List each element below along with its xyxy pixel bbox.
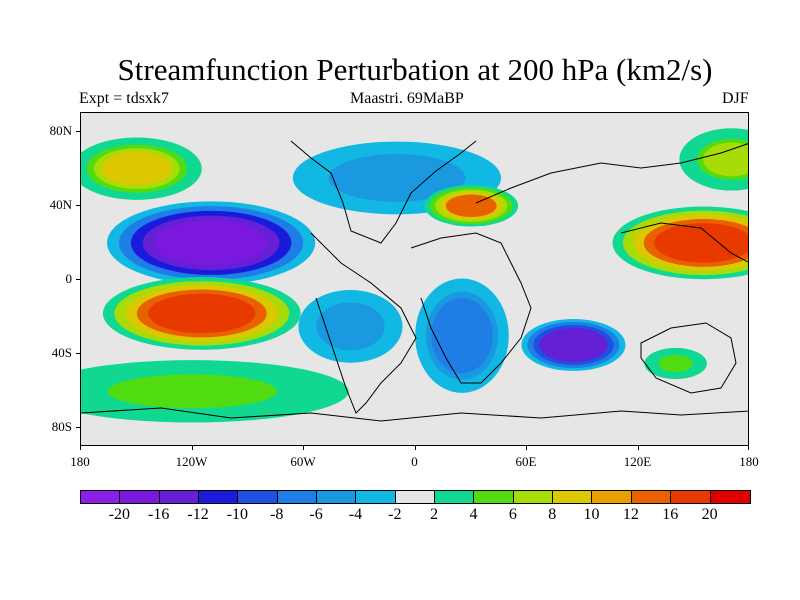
x-tick-label: 120W [175,454,208,469]
x-tick-label: 120E [623,454,652,469]
field-contour-8-4 [703,142,748,177]
colorbar [80,490,751,504]
field-contour-5-4 [654,223,748,263]
field-contour-0-4 [154,220,268,266]
colorbar-label: -20 [108,506,130,523]
colorbar-swatch [277,491,318,503]
y-tick-label: 0 [65,271,73,286]
x-tick [748,446,749,450]
chart-title: Streamfunction Perturbation at 200 hPa (… [117,52,713,87]
colorbar-label: -6 [309,506,323,523]
colorbar-label: 10 [583,506,600,523]
colorbar-swatch [435,491,475,503]
y-tick [76,353,80,355]
map-panel [80,112,749,446]
x-tick-label: 60W [290,454,316,469]
colorbar-label: -16 [148,506,170,523]
field-map [81,113,748,445]
colorbar-swatch [631,491,672,503]
field-contour-4-4 [340,158,454,198]
y-tick [76,427,80,429]
y-tick-label: 80S [51,419,72,435]
colorbar-label: -4 [348,506,363,523]
x-tick [414,446,416,450]
field-contour-7-4 [101,151,173,186]
coastline-africa [410,232,532,384]
x-tick [637,446,639,450]
colorbar-label: -10 [226,506,249,523]
x-tick-label: 60E [515,454,537,469]
colorbar-swatch [120,491,160,503]
x-tick [526,446,527,450]
field-layer [81,128,748,423]
colorbar-swatch [238,491,278,503]
field-contour-2-4 [436,304,488,367]
colorbar-swatch [81,491,121,503]
coastline-antarctica [81,407,748,422]
colorbar-swatch [159,491,200,503]
y-tick [76,279,80,280]
x-tick-label: 180 [739,454,759,469]
colorbar-swatch [592,491,632,503]
x-tick-label: 180 [70,454,90,469]
colorbar-label: -12 [187,506,209,523]
y-tick-label: 40N [49,196,72,212]
field-contour-1-4 [322,306,379,347]
colorbar-label: 4 [469,506,478,523]
colorbar-label: -2 [388,506,402,523]
y-tick [76,204,80,206]
y-tick-label: 80N [49,122,72,138]
colorbar-swatch [710,491,750,503]
colorbar-label: 2 [430,506,439,523]
field-contour-10-4 [107,374,278,409]
colorbar-swatch [513,491,554,503]
coastline-south-america [310,232,417,414]
season-label: DJF [722,90,749,107]
colorbar-swatch [317,491,357,503]
coastline-north-america [290,140,477,244]
x-tick-label: 0 [411,454,418,469]
field-contour-11-4 [658,355,693,372]
colorbar-swatch [356,491,396,503]
field-contour-9-4 [445,194,497,218]
colorbar-label: 8 [548,506,557,523]
colorbar-label: 16 [662,506,679,523]
colorbar-label: 12 [622,506,639,523]
coastline-asia-south [620,222,748,263]
coastline-eurasia [475,143,748,204]
field-contour-3-4 [545,330,602,360]
colorbar-swatch [395,491,436,503]
coastlines [81,140,748,422]
colorbar-label: 6 [508,506,517,523]
period-label: Maastri. 69MaBP [350,90,464,107]
coastline-australia [640,322,737,394]
colorbar-label: -8 [270,506,284,523]
experiment-label: Expt = tdsxk7 [79,90,169,107]
x-tick [191,446,193,450]
field-contour-6-4 [148,293,256,334]
colorbar-swatch [671,491,711,503]
x-tick [80,446,81,450]
y-tick [76,130,80,132]
x-tick [303,446,304,450]
colorbar-swatch [474,491,514,503]
colorbar-swatch [553,491,593,503]
colorbar-swatch [199,491,239,503]
y-tick-label: 40S [51,345,72,361]
colorbar-label: 20 [701,506,718,523]
